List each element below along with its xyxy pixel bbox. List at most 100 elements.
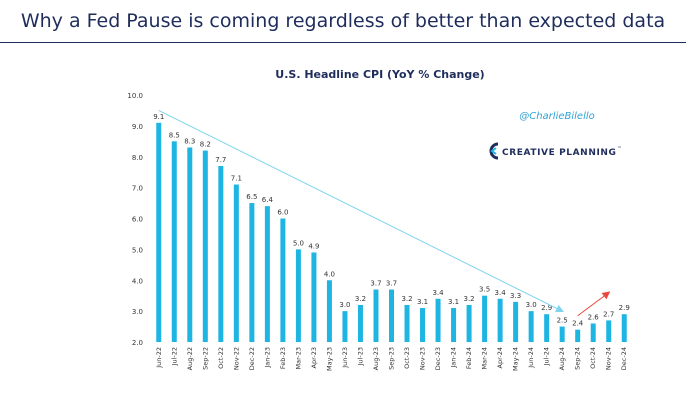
x-tick-label: Mar-23 <box>294 347 302 369</box>
bar <box>249 203 255 342</box>
bar-value-label: 2.5 <box>557 317 568 325</box>
uptrend-arrow <box>577 291 611 317</box>
x-tick-label: Dec-24 <box>620 347 628 370</box>
bar-value-label: 3.7 <box>386 280 397 288</box>
bar <box>435 298 441 342</box>
bar <box>326 280 332 342</box>
bar-value-label: 8.2 <box>200 141 211 149</box>
x-tick-label: Oct-24 <box>589 347 597 369</box>
x-tick-label: Feb-24 <box>465 347 473 369</box>
cpi-bar-chart: U.S. Headline CPI (YoY % Change) 2.0 3.0 4… <box>127 68 630 371</box>
bar <box>295 249 301 342</box>
bar-value-label: 2.9 <box>541 304 552 312</box>
bar-value-label: 6.4 <box>262 196 274 204</box>
x-axis: Jun-22 Jul-22 Aug-22 Sep-22 Oct-22 Nov-22 Dec-… <box>155 347 628 371</box>
x-tick-label: Feb-23 <box>279 347 287 369</box>
bar-value-label: 3.7 <box>370 280 381 288</box>
x-tick-label: May-23 <box>325 347 333 371</box>
x-tick-label: Apr-23 <box>310 347 318 368</box>
bar <box>156 122 162 342</box>
bar <box>497 298 503 342</box>
bar-value-label: 7.1 <box>231 175 242 183</box>
x-tick-label: Sep-24 <box>574 347 582 370</box>
x-tick-label: May-24 <box>512 347 520 371</box>
bar-value-label: 3.2 <box>355 295 366 303</box>
x-tick-label: Oct-22 <box>217 347 225 369</box>
bar-value-label: 2.7 <box>603 310 614 318</box>
x-tick-label: Nov-22 <box>232 347 240 370</box>
x-tick-label: Sep-22 <box>201 347 209 370</box>
bar-value-label: 4.9 <box>308 242 319 250</box>
company-name: CREATIVE PLANNING <box>502 148 617 158</box>
bar <box>451 308 457 342</box>
x-tick-label: Aug-24 <box>558 347 566 370</box>
x-tick-label: Jul-23 <box>356 347 364 366</box>
y-tick-label: 4.0 <box>132 277 143 285</box>
bar-value-label: 2.4 <box>572 320 584 328</box>
twitter-handle: @CharlieBilello <box>519 111 595 122</box>
data-labels-group: 9.1 8.5 8.3 8.2 7.7 7.1 6.5 6.46.0 5.0 4.9 4.0 3.0 3… <box>153 113 630 328</box>
x-tick-label: Sep-23 <box>388 347 396 370</box>
bar <box>420 308 426 342</box>
x-tick-label: Mar-24 <box>481 347 489 369</box>
y-tick-label: 3.0 <box>132 308 143 316</box>
bar-value-label: 6.0 <box>277 209 288 217</box>
bar <box>466 304 472 342</box>
chart-title: U.S. Headline CPI (YoY % Change) <box>275 68 484 81</box>
y-tick-label: 10.0 <box>127 92 143 100</box>
bar <box>202 150 208 342</box>
bar <box>513 301 519 342</box>
bar <box>311 252 317 342</box>
creative-planning-logo: CREATIVE PLANNING ™ <box>489 142 622 160</box>
bar <box>621 314 627 342</box>
bar <box>528 311 534 342</box>
x-tick-label: Dec-23 <box>434 347 442 370</box>
bar <box>233 184 239 342</box>
x-tick-label: Jul-22 <box>170 347 178 366</box>
x-tick-label: Jun-23 <box>341 347 349 369</box>
y-axis: 2.0 3.0 4.0 5.0 6.0 7.0 8.0 9.0 10.0 <box>127 92 143 347</box>
bar <box>544 314 550 342</box>
y-tick-label: 9.0 <box>132 123 143 131</box>
bar-value-label: 8.3 <box>184 137 195 145</box>
bar-value-label: 3.5 <box>479 286 490 294</box>
y-tick-label: 2.0 <box>132 339 143 347</box>
bar <box>187 147 193 342</box>
bar-value-label: 8.5 <box>169 131 180 139</box>
bar-value-label: 3.3 <box>510 292 521 300</box>
bar-value-label: 3.4 <box>495 289 507 297</box>
bar <box>389 289 394 342</box>
bars-group <box>156 122 627 342</box>
title-divider <box>0 42 686 43</box>
x-tick-label: Aug-23 <box>372 347 380 370</box>
trademark-symbol: ™ <box>617 146 622 152</box>
bar-value-label: 2.6 <box>588 313 600 321</box>
bar-value-label: 3.4 <box>432 289 444 297</box>
bar-value-label: 2.9 <box>619 304 630 312</box>
x-tick-label: Apr-24 <box>496 347 504 368</box>
bar-value-label: 3.0 <box>526 301 537 309</box>
bar <box>264 206 270 342</box>
bar <box>342 311 348 342</box>
slide-title: Why a Fed Pause is coming regardless of … <box>20 10 666 32</box>
x-tick-label: Jan-24 <box>450 347 458 369</box>
bar <box>373 289 379 342</box>
x-tick-label: Jul-24 <box>543 347 551 366</box>
bar <box>606 320 612 342</box>
x-tick-label: Aug-22 <box>186 347 194 370</box>
x-tick-label: Jun-22 <box>155 347 163 369</box>
bar-value-label: 3.2 <box>401 295 412 303</box>
y-tick-label: 6.0 <box>132 216 143 224</box>
creative-planning-c-icon <box>489 142 499 160</box>
bar <box>575 329 581 342</box>
bar <box>171 141 177 342</box>
bar-value-label: 5.0 <box>293 239 304 247</box>
bar-value-label: 3.1 <box>417 298 428 306</box>
y-tick-label: 5.0 <box>132 246 143 254</box>
x-tick-label: Dec-22 <box>248 347 256 370</box>
x-tick-label: Jan-23 <box>263 347 271 369</box>
bar-value-label: 6.5 <box>246 193 257 201</box>
x-tick-label: Nov-24 <box>605 347 613 370</box>
bar <box>590 323 596 342</box>
bar-value-label: 3.0 <box>339 301 350 309</box>
